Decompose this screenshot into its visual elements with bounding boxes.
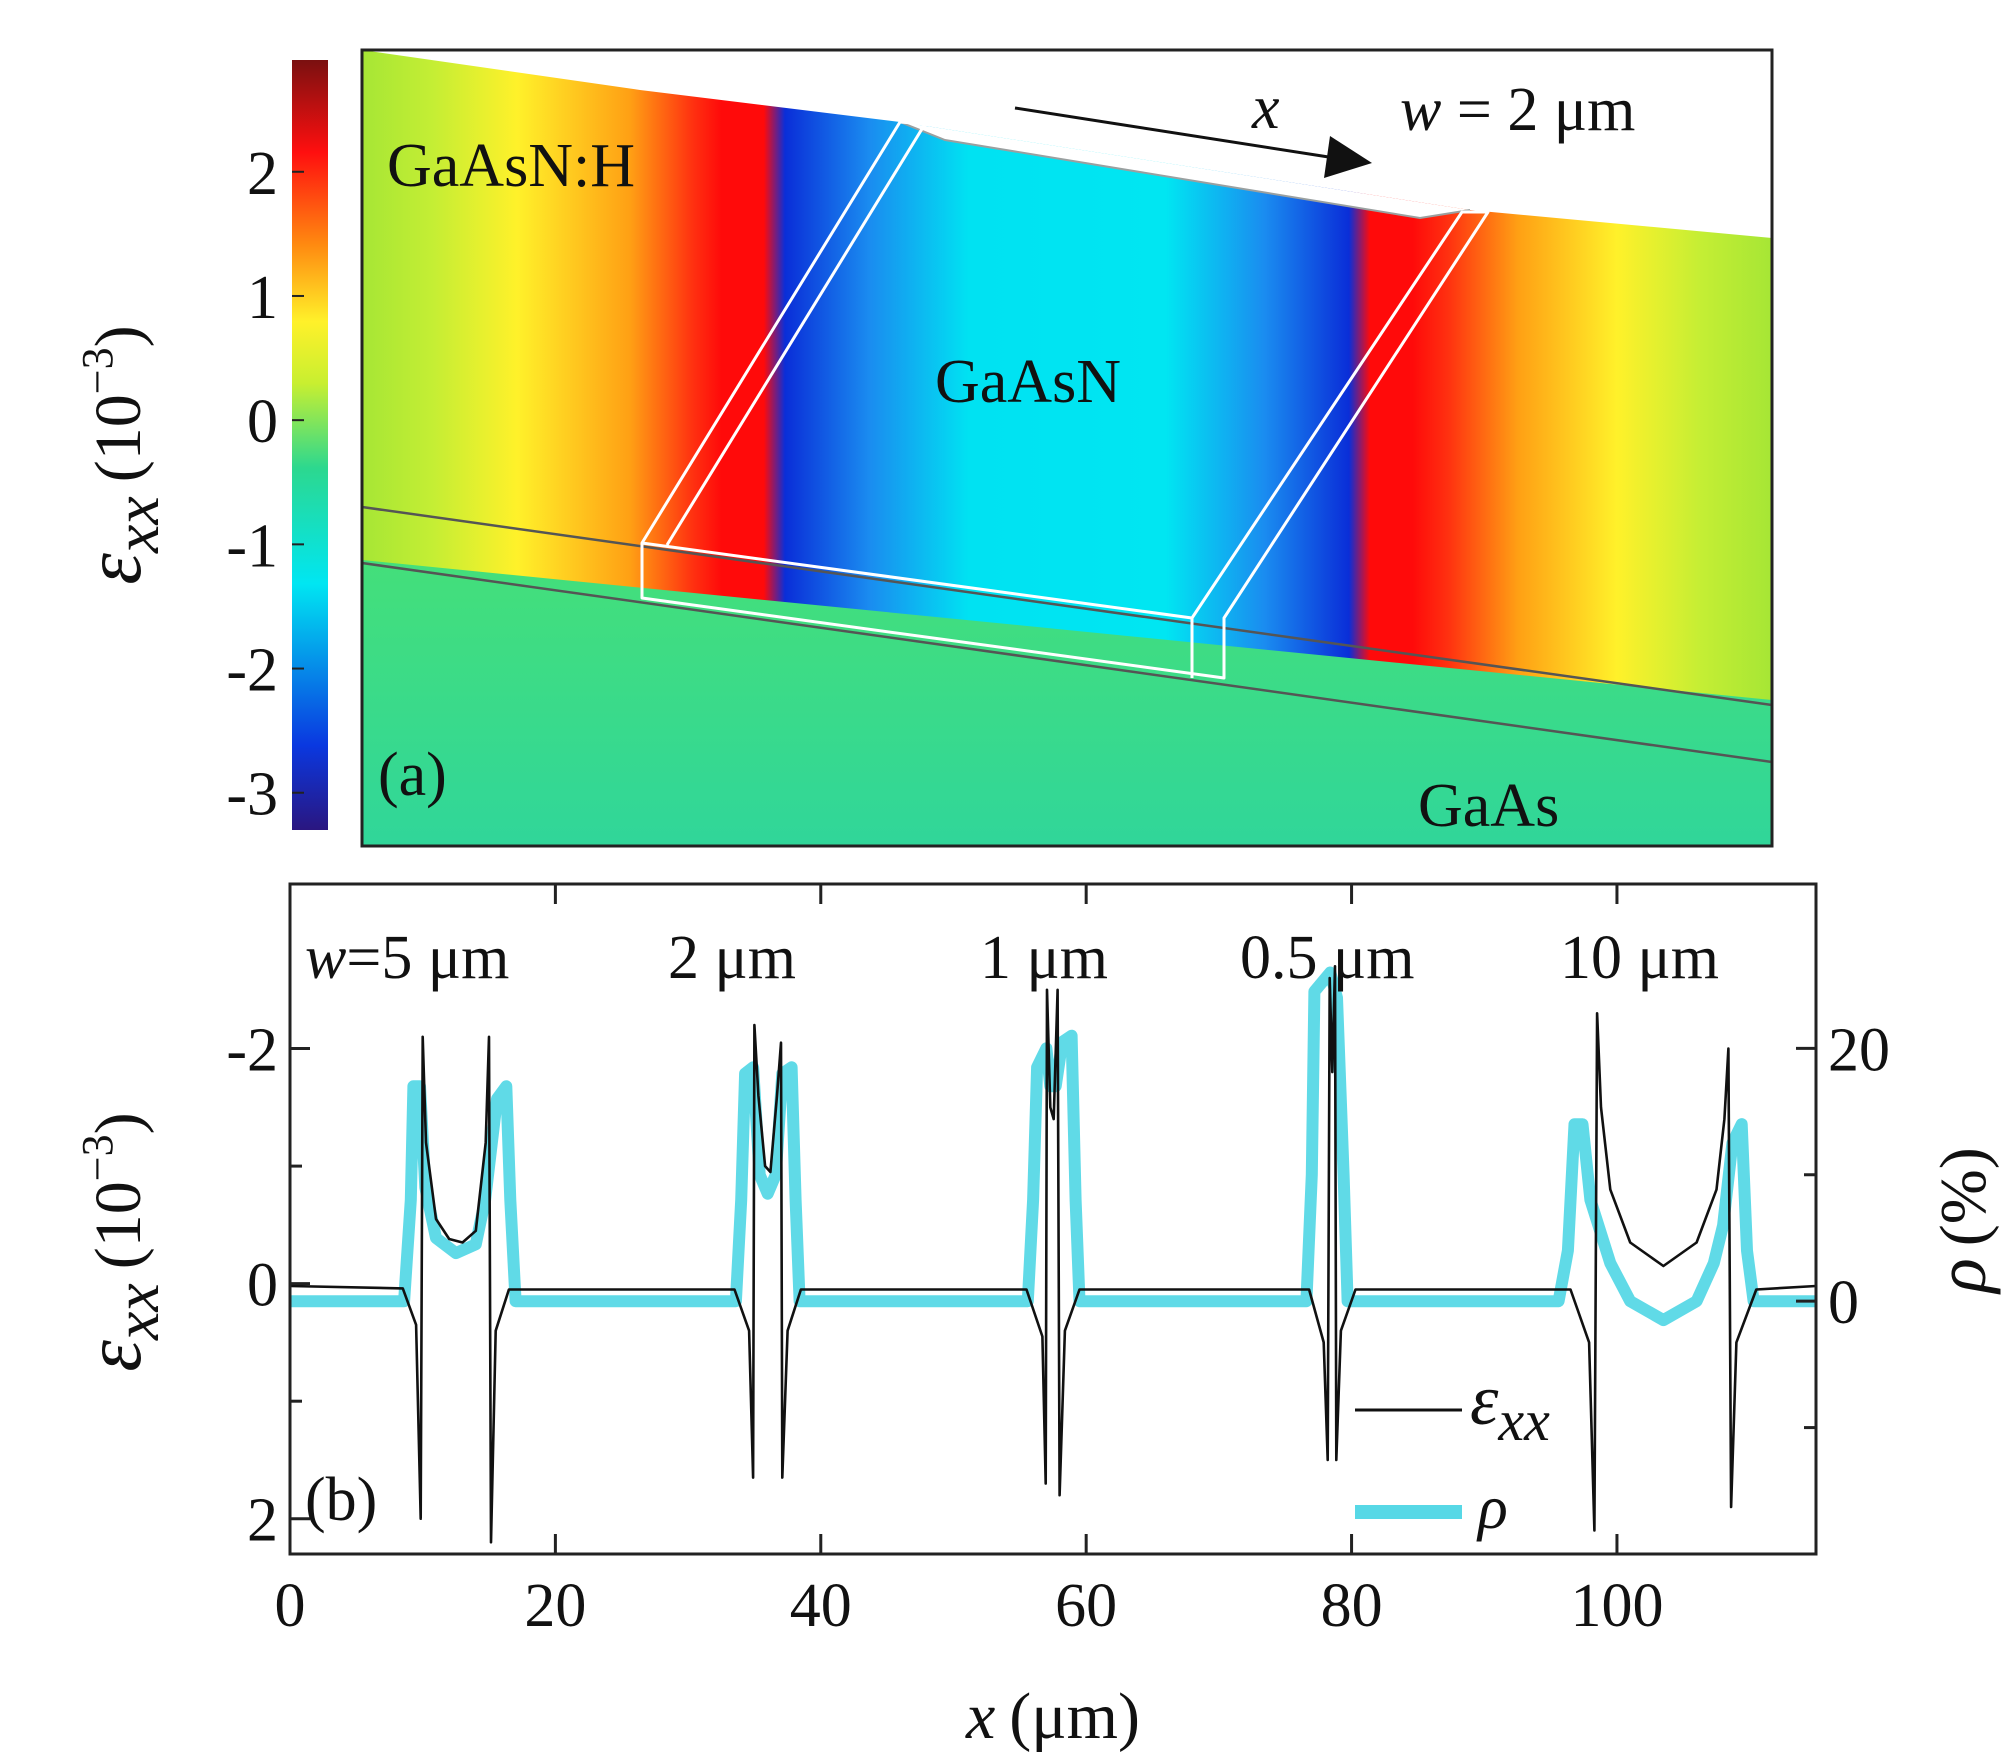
colorbar-label-unit: (10 (82, 394, 155, 482)
label-gaas: GaAs (1418, 772, 1559, 840)
width-label-5um: w=5 μm (305, 924, 509, 992)
colorbar (292, 60, 328, 830)
strain-map (362, 50, 1772, 846)
colorbar-label-close: ) (82, 325, 155, 347)
colorbar-label-sub: xx (101, 496, 172, 554)
y-left-tick-label: 2 (247, 1487, 278, 1555)
arrow-x-label: x (1251, 74, 1280, 142)
interface-line-lower (362, 561, 1772, 764)
x-tick-label: 80 (1321, 1572, 1383, 1640)
width-label-2um: 2 μm (668, 924, 796, 992)
label-gaasn: GaAsN (935, 348, 1121, 416)
colorbar-label-exp: −3 (73, 347, 122, 394)
y-left-tick-label: -2 (226, 1017, 278, 1085)
y-right-axis-ticks: 0 20 (1796, 1016, 1890, 1430)
panel-b-label: (b) (305, 1466, 377, 1534)
legend: εxx ρ (1355, 1360, 1550, 1542)
width-label-1um: 1 μm (980, 924, 1108, 992)
interface-line-upper (362, 505, 1772, 707)
colorbar-tick-label: 0 (247, 388, 278, 456)
label-gaasn-h: GaAsN:H (387, 132, 635, 200)
legend-rho-label: ρ (1476, 1474, 1508, 1542)
mask-outline (640, 120, 1490, 680)
y-right-tick-label: 20 (1828, 1016, 1890, 1084)
colorbar-ticks: 2 1 0 -1 -2 -3 (226, 140, 304, 829)
width-label-05um: 0.5 μm (1240, 924, 1414, 992)
colorbar-tick-label: -2 (226, 637, 278, 705)
x-tick-label: 20 (524, 1572, 586, 1640)
plot-frame (288, 882, 1818, 1556)
y-left-axis-ticks: -2 0 2 (226, 1017, 310, 1555)
y-left-axis-label: εxx(10−3) (70, 1112, 172, 1371)
colorbar-tick-label: -1 (226, 512, 278, 580)
y-right-tick-label: 0 (1828, 1269, 1859, 1337)
colorbar-tick-label: 2 (247, 140, 278, 208)
width-label-a: w = 2 μm (1400, 76, 1635, 144)
panel-b: 0 20 40 60 80 100 -2 0 2 0 20 w=5 μm 2 μm 1 μm 0… (70, 882, 2001, 1753)
map-frame (360, 48, 1774, 848)
series-rho-line (290, 966, 1816, 1327)
x-axis-ticks: 0 20 40 60 80 100 (275, 884, 1663, 1640)
x-tick-label: 100 (1570, 1572, 1663, 1640)
colorbar-tick-label: -3 (226, 761, 278, 829)
x-tick-label: 40 (790, 1572, 852, 1640)
series-epsilon-line (290, 965, 1816, 1544)
legend-epsilon-label: εxx (1470, 1360, 1550, 1453)
width-label-10um: 10 μm (1560, 924, 1719, 992)
svg-text:εxx(10−3): εxx (10−3) (70, 325, 172, 584)
colorbar-tick-label: 1 (247, 264, 278, 332)
etched-recess (900, 122, 1470, 218)
svg-text:ρ(%): ρ(%) (1921, 1147, 2001, 1295)
x-tick-label: 60 (1055, 1572, 1117, 1640)
x-axis-label: x (μm) (965, 1680, 1140, 1753)
panel-a: 2 1 0 -1 -2 -3 εxx (10−3) (70, 48, 1774, 848)
x-tick-label: 0 (275, 1572, 306, 1640)
y-left-tick-label: 0 (247, 1252, 278, 1320)
svg-text:εxx(10−3): εxx(10−3) (70, 1112, 172, 1371)
colorbar-label: εxx (10−3) (70, 325, 172, 584)
x-direction-arrow (1014, 106, 1372, 178)
y-right-axis-label: ρ(%) (1921, 1147, 2001, 1295)
panel-a-label: (a) (378, 741, 447, 809)
colorbar-label-symbol: ε (70, 553, 158, 585)
